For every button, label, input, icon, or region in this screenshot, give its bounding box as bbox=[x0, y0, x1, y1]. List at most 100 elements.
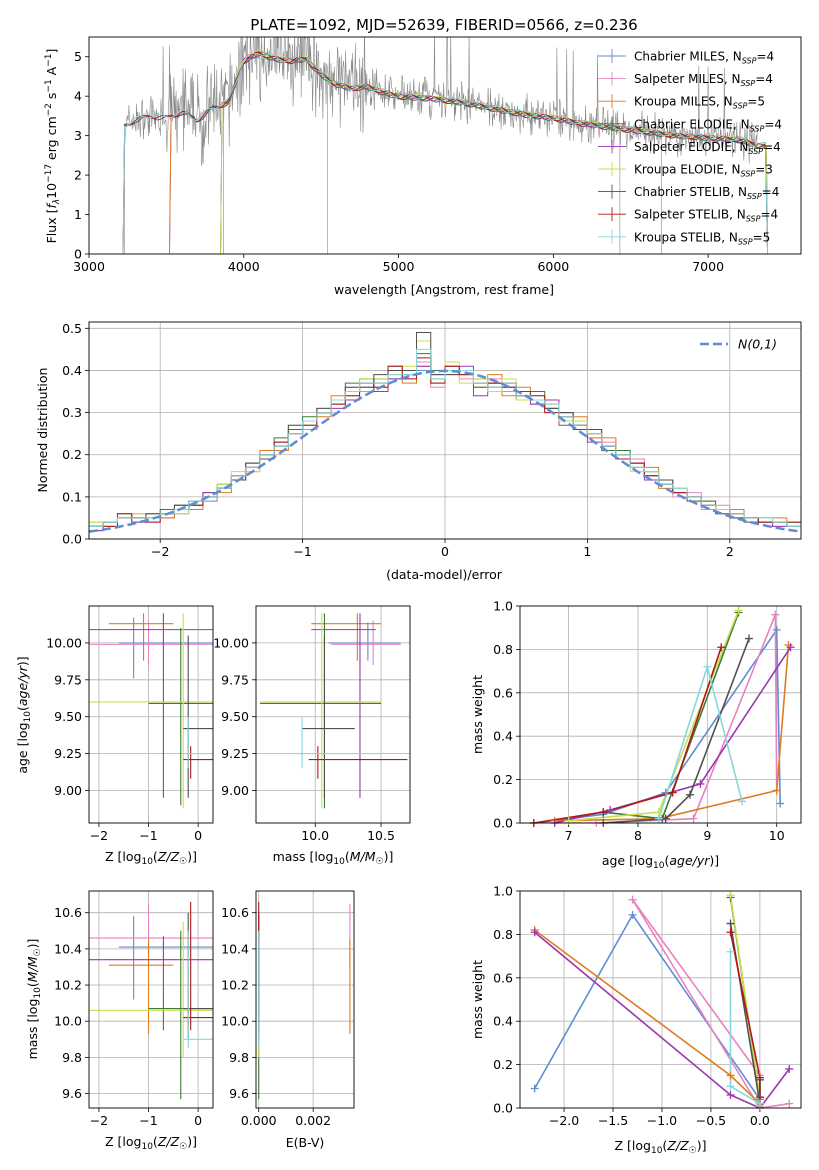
x-tick-label: 10.5 bbox=[367, 828, 395, 843]
marker-kroupa_elodie bbox=[734, 606, 743, 615]
x-tick-label: −1.0 bbox=[647, 1113, 677, 1128]
label-part: ☉ bbox=[376, 857, 384, 867]
x-tick-label: 10 bbox=[769, 828, 785, 843]
label-part: mass [log bbox=[25, 999, 40, 1060]
marker-salpeter_stelib bbox=[717, 643, 726, 652]
marker-chabrier_stelib bbox=[661, 814, 670, 823]
series-line-chabrier_miles bbox=[533, 627, 781, 823]
y-axis-label-part: 10 bbox=[44, 183, 59, 199]
legend-label-sub: SSP bbox=[741, 79, 756, 88]
label-part: 10 bbox=[33, 987, 43, 999]
axes-frame bbox=[88, 605, 214, 824]
legend-label-sub: SSP bbox=[733, 102, 748, 111]
series-line-salpeter_elodie bbox=[534, 931, 790, 1108]
label-part: )] bbox=[15, 656, 30, 666]
y-tick-label: 4 bbox=[74, 89, 82, 104]
x-tick-label: 10.0 bbox=[301, 828, 329, 843]
spectrum-title: PLATE=1092, MJD=52639, FIBERID=0566, z=0… bbox=[250, 16, 637, 34]
legend-label: Kroupa ELODIE, NSSP=3 bbox=[634, 163, 773, 179]
y-tick-label: 0.4 bbox=[493, 1014, 513, 1029]
legend-label-tail: =4 bbox=[762, 185, 780, 199]
residuals-panel: −2 −1 0 1 2 0.0 0.1 0.2 0.3 0.4 0.5 N(0,1) (data-mod… bbox=[35, 321, 802, 582]
marker-chabrier_miles bbox=[661, 788, 670, 797]
label-part: M/M bbox=[350, 849, 376, 864]
marker-salpeter_elodie bbox=[530, 928, 539, 937]
marker-chabrier_miles bbox=[530, 1084, 539, 1093]
x-tick-label: 1 bbox=[583, 544, 591, 559]
label-part: M/M bbox=[25, 956, 40, 982]
x-tick-label: −1 bbox=[293, 544, 311, 559]
x-tick-label: −1 bbox=[139, 828, 157, 843]
x-tick-label: 0 bbox=[441, 544, 449, 559]
marker-kroupa_stelib bbox=[755, 1099, 764, 1108]
plot-area bbox=[259, 613, 408, 809]
y-tick-label: 3 bbox=[74, 128, 82, 143]
plot-area bbox=[89, 613, 213, 809]
marker-salpeter_stelib bbox=[599, 808, 608, 817]
y-tick-label: 10.2 bbox=[54, 978, 82, 993]
plot-area bbox=[258, 901, 351, 1099]
y-axis-label: mass weight bbox=[470, 960, 485, 1039]
legend-label-tail: =3 bbox=[755, 163, 773, 177]
label-part: ☉ bbox=[689, 1146, 697, 1156]
marker-salpeter_miles bbox=[785, 1099, 794, 1108]
x-tick-label: −1.5 bbox=[598, 1113, 628, 1128]
y-tick-label: 10.4 bbox=[221, 941, 249, 956]
label-part: ☉ bbox=[179, 1142, 187, 1152]
marker-chabrier_stelib bbox=[726, 919, 735, 928]
y-tick-label: 10.2 bbox=[221, 978, 249, 993]
x-tick-label: 5000 bbox=[383, 259, 415, 274]
y-tick-label: 9.25 bbox=[54, 746, 82, 761]
model-fit-salpeter_stelib bbox=[122, 51, 769, 254]
y-tick-label: 0.0 bbox=[493, 816, 513, 831]
legend-label-main: Salpeter ELODIE, N bbox=[634, 140, 748, 154]
label-part: )] bbox=[709, 853, 719, 868]
y-tick-label: 9.00 bbox=[221, 783, 249, 798]
label-part: ☉ bbox=[179, 857, 187, 867]
marker-salpeter_elodie bbox=[726, 1090, 735, 1099]
axes-frame bbox=[255, 605, 411, 824]
x-tick-label: 0 bbox=[194, 828, 202, 843]
legend-label: Chabrier MILES, NSSP=4 bbox=[634, 50, 774, 66]
marker-kroupa_stelib bbox=[726, 1082, 735, 1091]
x-axis-label: mass [log10(M/M☉)] bbox=[273, 849, 394, 867]
legend-label-tail: =5 bbox=[753, 230, 771, 244]
y-tick-label: 0.2 bbox=[493, 772, 513, 787]
x-tick-label: 8 bbox=[634, 828, 642, 843]
series-line-salpeter_miles bbox=[631, 899, 790, 1108]
marker-chabrier_miles bbox=[628, 910, 637, 919]
marker-kroupa_stelib bbox=[703, 662, 712, 671]
x-axis-label: (data-model)/error bbox=[386, 567, 503, 582]
series-line-salpeter_elodie bbox=[554, 646, 792, 823]
legend-label-tail: =4 bbox=[755, 72, 773, 86]
y-tick-label: 10.00 bbox=[46, 635, 82, 650]
legend-label-sub: SSP bbox=[742, 57, 757, 66]
legend-label: Kroupa STELIB, NSSP=5 bbox=[634, 230, 770, 246]
legend-label: Salpeter STELIB, NSSP=4 bbox=[634, 208, 778, 224]
marker-kroupa_elodie bbox=[564, 816, 573, 825]
y-axis-label: mass weight bbox=[470, 675, 485, 754]
legend-label-tail: =4 bbox=[760, 208, 778, 222]
label-part: )] bbox=[187, 849, 197, 864]
y-tick-label: 9.75 bbox=[54, 672, 82, 687]
age-vs-mass-panel: 10.0 10.5 9.00 9.25 9.50 9.75 10.00 mass [log10… bbox=[213, 605, 411, 867]
x-tick-label: −2 bbox=[90, 828, 108, 843]
y-axis-label-part: erg cm bbox=[44, 116, 59, 164]
label-part: ( bbox=[153, 849, 158, 864]
x-axis-label: age [log10(age/yr)] bbox=[602, 853, 719, 871]
x-tick-label: 9 bbox=[703, 828, 711, 843]
legend-label: Salpeter ELODIE, NSSP=4 bbox=[634, 140, 781, 156]
y-axis-label-part: −1 bbox=[44, 53, 54, 66]
label-part: ( bbox=[15, 706, 30, 711]
label-part: )] bbox=[384, 849, 394, 864]
legend-label-sub: SSP bbox=[747, 192, 762, 201]
y-tick-label: 9.50 bbox=[54, 709, 82, 724]
x-tick-label: 0 bbox=[194, 1113, 202, 1128]
model-fit-kroupa_stelib bbox=[122, 52, 769, 254]
y-tick-label: 9.50 bbox=[221, 709, 249, 724]
x-tick-label: 2 bbox=[726, 544, 734, 559]
y-tick-label: 9.8 bbox=[62, 1050, 82, 1065]
x-tick-label: 6000 bbox=[537, 259, 569, 274]
legend-label-sub: SSP bbox=[746, 215, 761, 224]
y-tick-label: 0.2 bbox=[493, 1057, 513, 1072]
